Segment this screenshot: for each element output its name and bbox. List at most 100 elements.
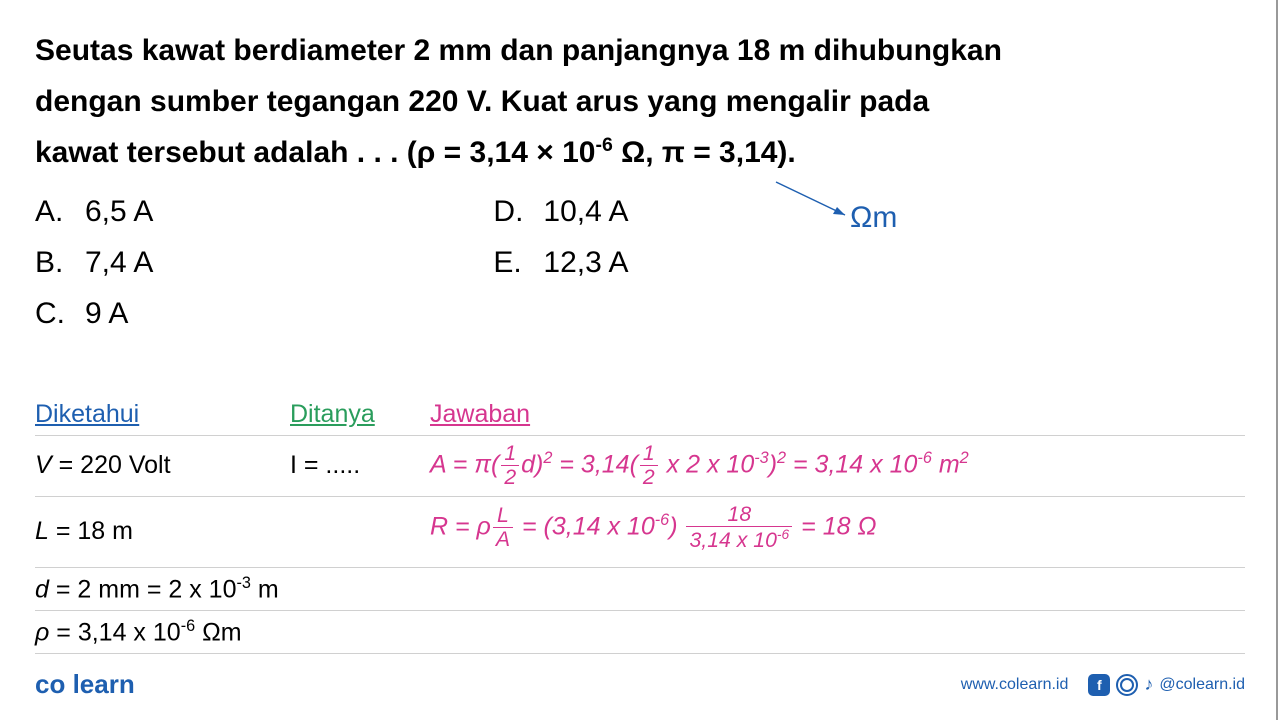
option-a-letter: A. bbox=[35, 186, 85, 237]
jawaban-line1: A = π(12d)2 = 3,14(12 x 2 x 10-3)2 = 3,1… bbox=[430, 442, 1245, 490]
header-jawaban-label: Jawaban bbox=[430, 400, 530, 428]
solution-row-1: V = 220 Volt I = ..... A = π(12d)2 = 3,1… bbox=[35, 436, 1245, 497]
option-b-value: 7,4 A bbox=[85, 237, 153, 288]
option-e: E. 12,3 A bbox=[493, 237, 628, 288]
j1f: = 3,14 x 10 bbox=[786, 450, 917, 478]
j2f2n: 18 bbox=[686, 503, 792, 527]
j2a: R = ρ bbox=[430, 512, 491, 540]
j2-frac2: 183,14 x 10-6 bbox=[686, 503, 792, 553]
j1e: ) bbox=[769, 450, 777, 478]
solution-row-4: ρ = 3,14 x 10-6 Ωm bbox=[35, 611, 1245, 654]
option-a: A. 6,5 A bbox=[35, 186, 153, 237]
j2f1d: A bbox=[493, 528, 513, 551]
j1a: A = π( bbox=[430, 450, 499, 478]
logo-dot bbox=[65, 669, 72, 699]
diketahui-r1-val: = 220 Volt bbox=[52, 451, 171, 479]
header-jawaban: Jawaban bbox=[430, 400, 1245, 429]
jawaban-line2: R = ρLA = (3,14 x 10-6) 183,14 x 10-6 = … bbox=[430, 503, 1245, 561]
j1c: = 3,14( bbox=[552, 450, 637, 478]
logo-part-b: learn bbox=[73, 669, 135, 699]
question-line3-suffix: Ω, π = 3,14). bbox=[613, 136, 796, 169]
diketahui-r3-vala: = 2 mm = 2 x 10 bbox=[49, 575, 237, 603]
header-ditanya: Ditanya bbox=[290, 400, 430, 429]
option-d-letter: D. bbox=[493, 186, 543, 237]
question-text: Seutas kawat berdiameter 2 mm dan panjan… bbox=[35, 25, 1245, 178]
tiktok-icon: ♪ bbox=[1144, 674, 1153, 695]
social-handle: @colearn.id bbox=[1159, 676, 1245, 694]
diketahui-r4: ρ = 3,14 x 10-6 Ωm bbox=[35, 617, 290, 647]
j2f2da: 3,14 x 10 bbox=[689, 528, 776, 552]
option-d: D. 10,4 A bbox=[493, 186, 628, 237]
annotation-arrow bbox=[773, 179, 858, 227]
instagram-icon bbox=[1116, 674, 1138, 696]
option-e-letter: E. bbox=[493, 237, 543, 288]
footer-right: www.colearn.id f ♪ @colearn.id bbox=[961, 674, 1245, 696]
diketahui-r1-var: V bbox=[35, 451, 52, 479]
j1-frac2: 12 bbox=[640, 442, 658, 490]
logo: co learn bbox=[35, 669, 135, 700]
diketahui-r3-var: d bbox=[35, 575, 49, 603]
j1d: x 2 x 10 bbox=[660, 450, 755, 478]
diketahui-r2-var: L bbox=[35, 517, 49, 545]
facebook-icon: f bbox=[1088, 674, 1110, 696]
diketahui-r3-exp: -3 bbox=[237, 574, 251, 592]
options-col-right: D. 10,4 A E. 12,3 A bbox=[493, 186, 628, 339]
ditanya-r1: I = ..... bbox=[290, 451, 430, 480]
social-icons: f ♪ @colearn.id bbox=[1088, 674, 1245, 696]
website-url: www.colearn.id bbox=[961, 676, 1069, 694]
option-c: C. 9 A bbox=[35, 288, 153, 339]
j2-frac1: LA bbox=[493, 504, 513, 552]
diketahui-r4-valb: Ωm bbox=[195, 618, 241, 646]
question-line3-prefix: kawat tersebut adalah . . . (ρ = 3,14 × … bbox=[35, 136, 595, 169]
j1e3: 2 bbox=[777, 449, 786, 467]
diketahui-r4-var: ρ bbox=[35, 618, 49, 646]
question-line3-exp: -6 bbox=[595, 134, 612, 156]
j2f1n: L bbox=[493, 504, 513, 528]
diketahui-r3: d = 2 mm = 2 x 10-3 m bbox=[35, 574, 290, 604]
question-line1: Seutas kawat berdiameter 2 mm dan panjan… bbox=[35, 34, 1002, 67]
header-diketahui-label: Diketahui bbox=[35, 400, 139, 428]
question-line2: dengan sumber tegangan 220 V. Kuat arus … bbox=[35, 85, 929, 118]
option-e-value: 12,3 A bbox=[543, 237, 628, 288]
diketahui-r3-valb: m bbox=[251, 575, 279, 603]
diketahui-r4-exp: -6 bbox=[181, 617, 195, 635]
j2c: ) bbox=[669, 512, 684, 540]
option-a-value: 6,5 A bbox=[85, 186, 153, 237]
options-container: A. 6,5 A B. 7,4 A C. 9 A D. 10,4 A E. 12… bbox=[35, 186, 1245, 339]
option-d-value: 10,4 A bbox=[543, 186, 628, 237]
j1f2d: 2 bbox=[640, 466, 658, 489]
diketahui-r2-val: = 18 m bbox=[49, 517, 133, 545]
solution-row-2: L = 18 m R = ρLA = (3,14 x 10-6) 183,14 … bbox=[35, 497, 1245, 568]
diketahui-r4-vala: = 3,14 x 10 bbox=[49, 618, 180, 646]
logo-part-a: co bbox=[35, 669, 65, 699]
j1e5: 2 bbox=[960, 449, 969, 467]
j1f2n: 1 bbox=[640, 442, 658, 466]
j1-frac1: 12 bbox=[501, 442, 519, 490]
j2e1: -6 bbox=[655, 511, 669, 529]
page-right-border bbox=[1276, 0, 1278, 720]
j1e4: -6 bbox=[917, 449, 931, 467]
j2d: = 18 Ω bbox=[794, 512, 876, 540]
diketahui-r1: V = 220 Volt bbox=[35, 451, 290, 480]
j1f1d: 2 bbox=[501, 466, 519, 489]
header-diketahui: Diketahui bbox=[35, 400, 290, 429]
option-c-letter: C. bbox=[35, 288, 85, 339]
j1f1n: 1 bbox=[501, 442, 519, 466]
j2b: = (3,14 x 10 bbox=[515, 512, 655, 540]
solution-table: Diketahui Ditanya Jawaban V = 220 Volt I… bbox=[35, 394, 1245, 654]
option-b: B. 7,4 A bbox=[35, 237, 153, 288]
j2f2d: 3,14 x 10-6 bbox=[686, 527, 792, 552]
solution-row-3: d = 2 mm = 2 x 10-3 m bbox=[35, 568, 1245, 611]
options-col-left: A. 6,5 A B. 7,4 A C. 9 A bbox=[35, 186, 153, 339]
j1b: d) bbox=[521, 450, 543, 478]
solution-header-row: Diketahui Ditanya Jawaban bbox=[35, 394, 1245, 436]
annotation-text: Ωm bbox=[850, 201, 897, 235]
header-ditanya-label: Ditanya bbox=[290, 400, 375, 428]
diketahui-r2: L = 18 m bbox=[35, 517, 290, 546]
footer: co learn www.colearn.id f ♪ @colearn.id bbox=[35, 669, 1245, 700]
option-b-letter: B. bbox=[35, 237, 85, 288]
j1e2: -3 bbox=[754, 449, 768, 467]
j2f2de: -6 bbox=[777, 526, 789, 542]
j1g: m bbox=[932, 450, 960, 478]
option-c-value: 9 A bbox=[85, 288, 128, 339]
